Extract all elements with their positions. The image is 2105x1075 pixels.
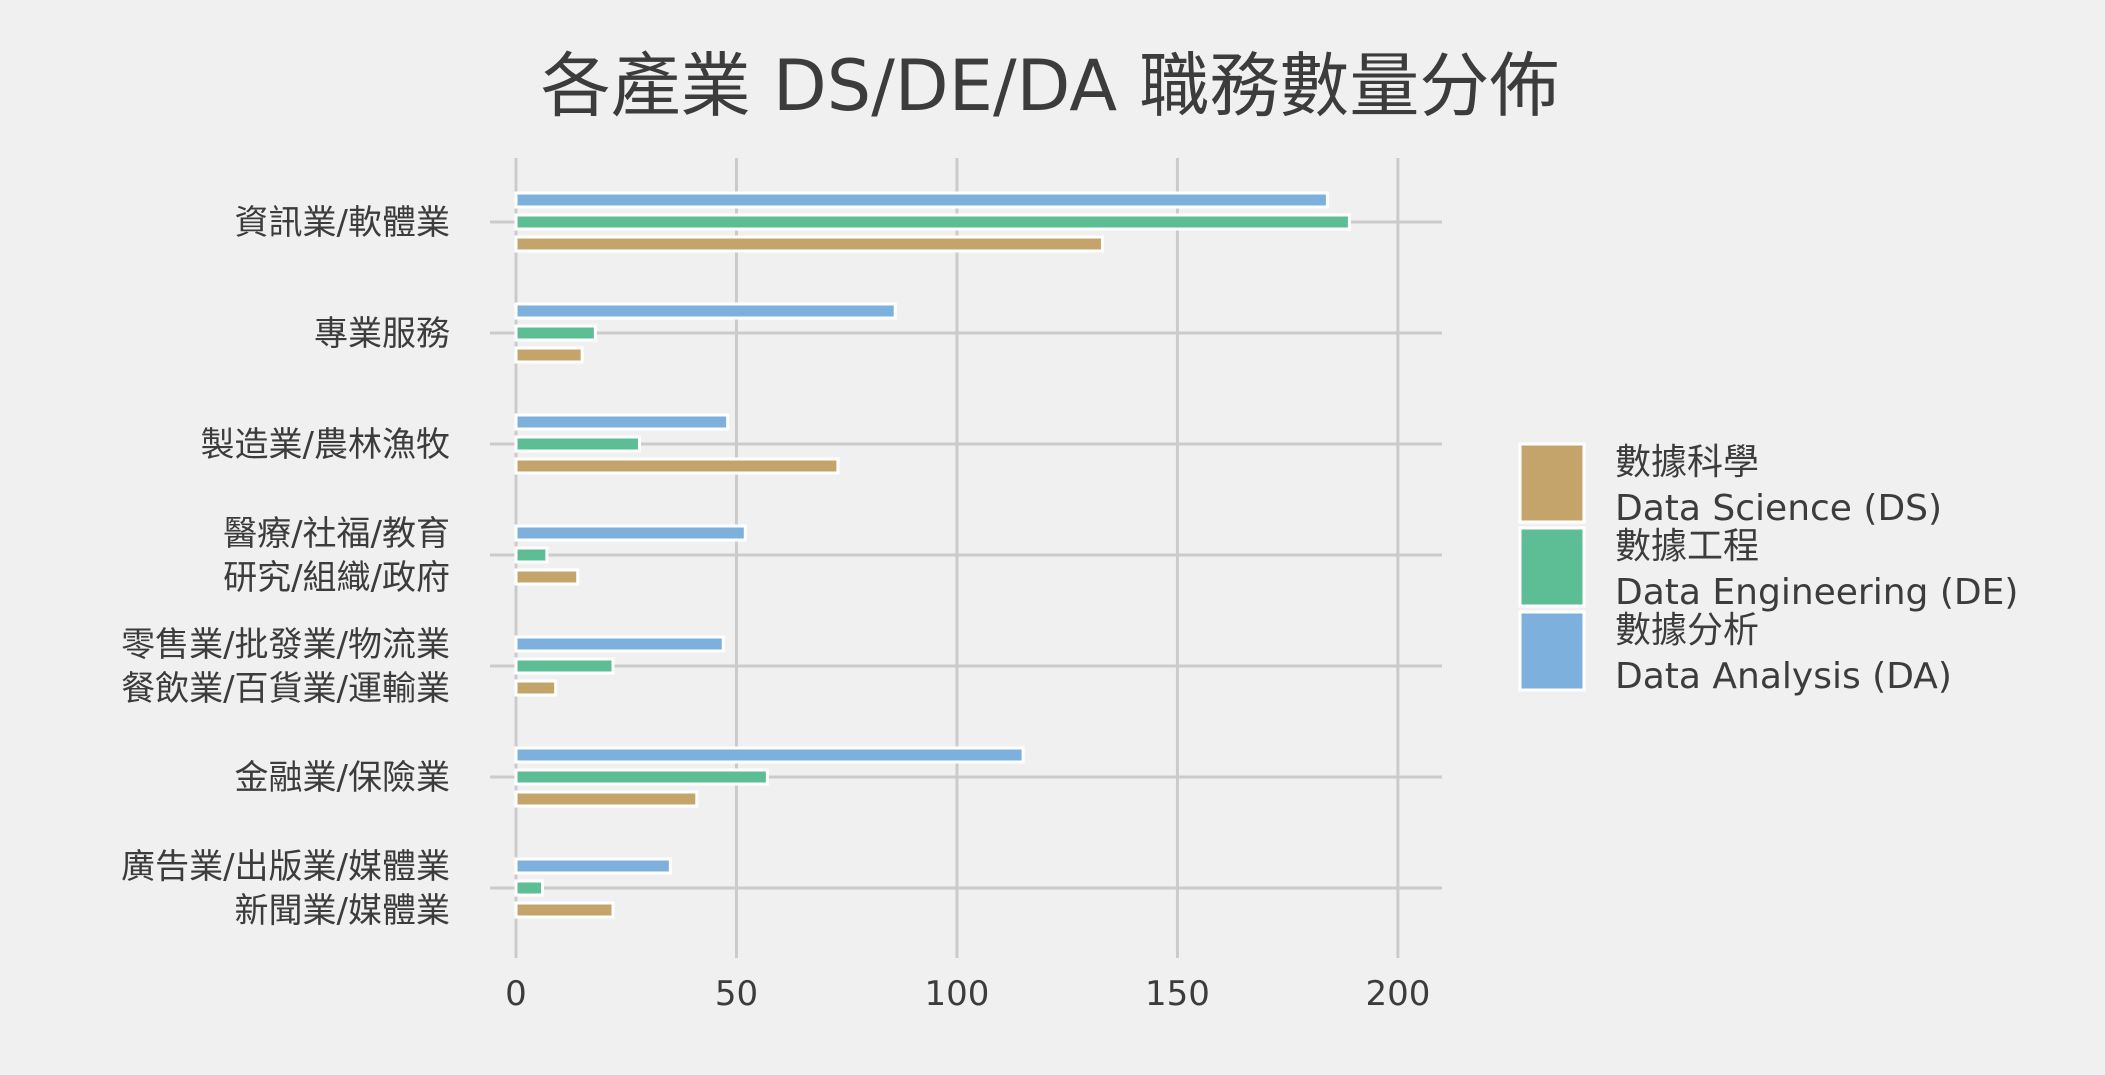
bars-layer [514, 191, 1351, 919]
bar [514, 657, 615, 675]
y-tick-label: 醫療/社福/教育 [223, 514, 450, 554]
y-tick-label: 資訊業/軟體業 [235, 203, 450, 243]
legend-label: Data Engineering (DE) [1615, 572, 2018, 613]
legend-label: 數據分析 [1615, 610, 1759, 651]
legend: 數據科學 Data Science (DS)數據工程 Data Engineerin… [1518, 442, 2018, 697]
bar [514, 435, 641, 453]
x-tick-label: 200 [1365, 974, 1430, 1014]
x-tick-label: 150 [1145, 974, 1210, 1014]
legend-label: 數據工程 [1615, 526, 1759, 567]
y-tick-label: 專業服務 [314, 314, 450, 354]
chart-title: 各產業 DS/DE/DA 職務數量分佈 [541, 45, 1560, 127]
y-tick-label: 製造業/農林漁牧 [201, 425, 450, 465]
bar [514, 635, 725, 653]
bar [514, 213, 1351, 231]
x-tick-label: 50 [715, 974, 758, 1014]
bar [514, 879, 544, 897]
legend-swatch [1518, 610, 1586, 692]
bar [514, 302, 897, 320]
bar [514, 857, 672, 875]
bar [514, 768, 769, 786]
bar [514, 413, 730, 431]
bar [514, 191, 1329, 209]
legend-label: 數據科學 [1615, 442, 1759, 483]
grid-layer [490, 158, 1442, 958]
x-tick-label: 0 [505, 974, 527, 1014]
legend-swatch [1518, 526, 1586, 608]
x-tick-label: 100 [924, 974, 989, 1014]
y-tick-label: 新聞業/媒體業 [235, 891, 450, 931]
bar [514, 746, 1025, 764]
bar [514, 679, 558, 697]
y-tick-label: 廣告業/出版業/媒體業 [121, 847, 450, 887]
y-tick-label: 餐飲業/百貨業/運輸業 [121, 669, 450, 709]
legend-swatch [1518, 442, 1586, 524]
y-axis-labels: 資訊業/軟體業專業服務製造業/農林漁牧醫療/社福/教育研究/組織/政府零售業/批… [121, 203, 450, 931]
bar [514, 346, 584, 364]
y-tick-label: 零售業/批發業/物流業 [121, 625, 450, 665]
bar [514, 568, 580, 586]
y-tick-label: 金融業/保險業 [235, 758, 450, 798]
bar [514, 457, 840, 475]
legend-label: Data Analysis (DA) [1615, 656, 1952, 697]
bar [514, 790, 699, 808]
x-axis-labels: 0 50 100 150 200 [505, 974, 1430, 1014]
legend-label: Data Science (DS) [1615, 488, 1942, 529]
y-tick-label: 研究/組織/政府 [223, 558, 450, 598]
bar [514, 524, 747, 542]
bar [514, 324, 597, 342]
bar [514, 901, 615, 919]
bar [514, 235, 1104, 253]
bar [514, 546, 549, 564]
